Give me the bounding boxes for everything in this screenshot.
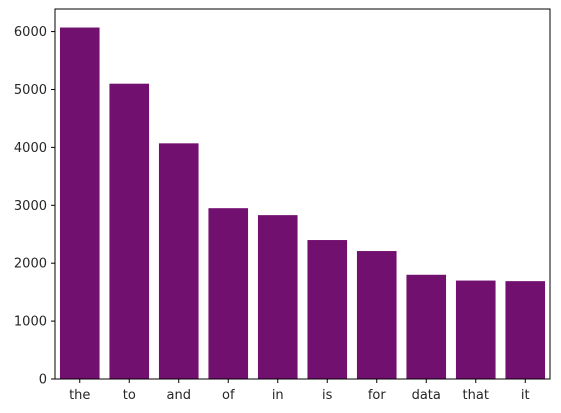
x-tick-label-that: that	[463, 388, 489, 403]
y-tick-label-1000: 1000	[14, 315, 47, 330]
x-axis: the to and of in is for data that it	[69, 379, 530, 403]
bar-the	[59, 27, 100, 379]
y-axis: 0 1000 2000 3000 4000 5000 6000	[14, 25, 55, 388]
y-tick-label-4000: 4000	[14, 141, 47, 156]
x-tick-label-is: is	[322, 388, 333, 403]
bar-of	[208, 208, 249, 379]
bar-data	[406, 274, 447, 379]
y-tick-label-0: 0	[39, 373, 47, 388]
bar-and	[158, 143, 199, 379]
x-tick-label-and: and	[167, 388, 191, 403]
y-tick-label-3000: 3000	[14, 199, 47, 214]
y-tick-label-2000: 2000	[14, 257, 47, 272]
x-tick-label-the: the	[69, 388, 90, 403]
y-tick-label-6000: 6000	[14, 25, 47, 40]
bar-in	[257, 215, 298, 379]
bar-it	[505, 281, 546, 379]
bars-group	[59, 27, 546, 380]
x-tick-label-in: in	[272, 388, 284, 403]
bar-that	[455, 280, 496, 379]
x-tick-label-to: to	[123, 388, 136, 403]
bar-to	[109, 83, 150, 380]
x-tick-label-it: it	[521, 388, 530, 403]
bar-is	[307, 240, 348, 379]
bar-for	[356, 251, 397, 379]
plot-frame	[54, 8, 551, 380]
y-tick-label-5000: 5000	[14, 83, 47, 98]
x-tick-label-for: for	[368, 388, 387, 403]
x-tick-label-data: data	[412, 388, 441, 403]
x-tick-label-of: of	[222, 388, 235, 403]
